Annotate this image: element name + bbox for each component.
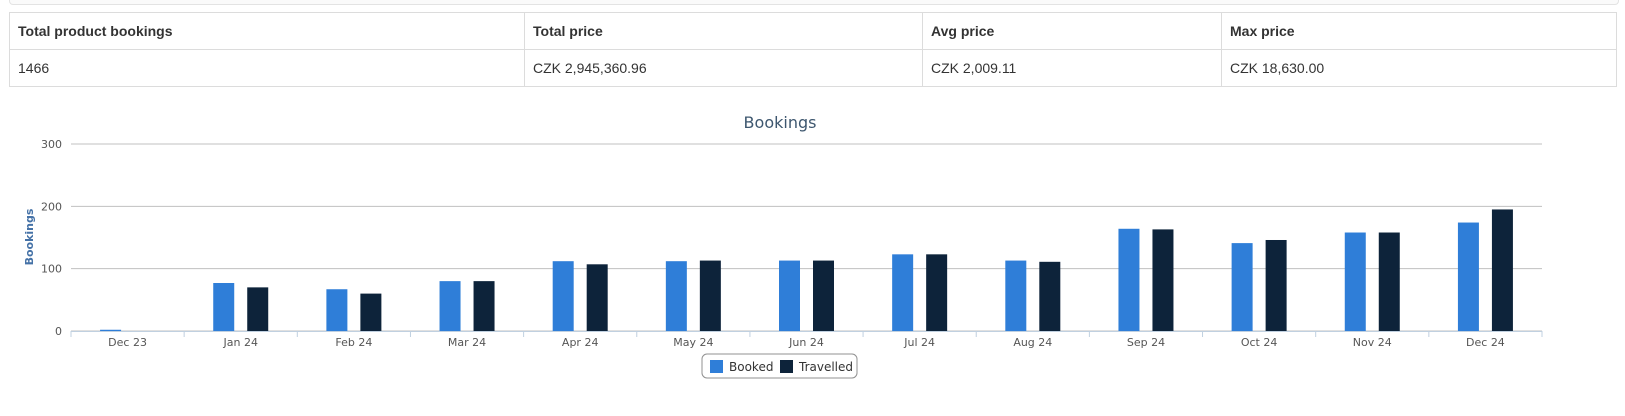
bar-booked-sep-24[interactable]: [1118, 228, 1140, 331]
legend-item-booked[interactable]: Booked: [710, 360, 773, 374]
bar-travelled-dec-24[interactable]: [1491, 209, 1513, 331]
bar-travelled-may-24[interactable]: [699, 260, 721, 331]
y-axis-label: Bookings: [23, 208, 36, 265]
y-tick-label: 100: [41, 263, 62, 276]
bar-booked-dec-23[interactable]: [100, 329, 122, 331]
summary-header-row: Total product bookings Total price Avg p…: [9, 12, 1617, 50]
x-tick-label: Apr 24: [562, 336, 599, 349]
x-tick-label: Nov 24: [1353, 336, 1392, 349]
header-max-price: Max price: [1221, 12, 1617, 50]
legend-box: [701, 353, 858, 379]
y-axis-ticks: 0 100 200 300: [41, 138, 62, 338]
x-tick-label: Sep 24: [1127, 336, 1165, 349]
bar-booked-dec-24[interactable]: [1457, 222, 1479, 331]
x-tick-label: Jun 24: [788, 336, 824, 349]
bar-travelled-nov-24[interactable]: [1378, 232, 1400, 331]
x-tick-label: Jan 24: [223, 336, 258, 349]
bar-travelled-oct-24[interactable]: [1265, 239, 1287, 331]
bar-booked-apr-24[interactable]: [552, 261, 574, 331]
bar-travelled-feb-24[interactable]: [360, 293, 382, 331]
bar-booked-nov-24[interactable]: [1344, 232, 1366, 331]
x-tick-label: May 24: [673, 336, 713, 349]
bar-booked-oct-24[interactable]: [1231, 243, 1253, 331]
x-tick-label: Aug 24: [1013, 336, 1052, 349]
bar-booked-may-24[interactable]: [665, 261, 687, 331]
bar-travelled-jun-24[interactable]: [813, 260, 834, 331]
bars: [100, 209, 1513, 331]
x-tick-label: Dec 24: [1466, 336, 1505, 349]
chart-title: Bookings: [744, 113, 817, 132]
legend-swatch: [710, 360, 723, 373]
value-total-product-bookings: 1466: [9, 49, 525, 87]
grid-lines: [71, 143, 1542, 332]
bookings-chart: Bookings Bookings 0 100 200 300 Dec 23 Jan 2…: [23, 113, 1543, 379]
bar-travelled-jul-24[interactable]: [926, 254, 948, 331]
x-tick-label: Jul 24: [903, 336, 935, 349]
bar-booked-aug-24[interactable]: [1005, 260, 1027, 331]
value-max-price: CZK 18,630.00: [1221, 49, 1617, 87]
bar-travelled-sep-24[interactable]: [1152, 229, 1174, 331]
bar-travelled-apr-24[interactable]: [586, 264, 608, 331]
bar-booked-feb-24[interactable]: [326, 289, 348, 331]
bar-travelled-aug-24[interactable]: [1039, 261, 1061, 331]
summary-value-row: 1466 CZK 2,945,360.96 CZK 2,009.11 CZK 1…: [9, 49, 1617, 87]
bar-booked-jul-24[interactable]: [892, 254, 914, 331]
value-avg-price: CZK 2,009.11: [922, 49, 1222, 87]
header-total-product-bookings: Total product bookings: [9, 12, 525, 50]
legend-label: Booked: [729, 360, 773, 374]
bar-booked-mar-24[interactable]: [439, 281, 461, 331]
bar-booked-jun-24[interactable]: [779, 260, 800, 331]
bar-booked-jan-24[interactable]: [213, 283, 235, 331]
x-axis: Dec 23 Jan 24 Feb 24 Mar 24 Apr 24 May 24 Jun …: [70, 331, 1543, 349]
legend-label: Travelled: [798, 360, 853, 374]
value-total-price: CZK 2,945,360.96: [524, 49, 923, 87]
top-panel-edge: [9, 0, 1619, 5]
x-tick-label: Feb 24: [335, 336, 372, 349]
x-tick-label: Oct 24: [1241, 336, 1278, 349]
x-tick-label: Dec 23: [108, 336, 147, 349]
bar-travelled-mar-24[interactable]: [473, 281, 495, 331]
header-avg-price: Avg price: [922, 12, 1222, 50]
y-tick-label: 300: [41, 138, 62, 151]
summary-table: Total product bookings Total price Avg p…: [9, 12, 1617, 87]
y-tick-label: 0: [55, 325, 62, 338]
x-tick-label: Mar 24: [448, 336, 486, 349]
legend-swatch: [780, 360, 793, 373]
legend-item-travelled[interactable]: Travelled: [780, 360, 853, 374]
bar-travelled-jan-24[interactable]: [247, 287, 269, 331]
y-tick-label: 200: [41, 200, 62, 213]
header-total-price: Total price: [524, 12, 923, 50]
legend[interactable]: Booked Travelled: [701, 353, 858, 379]
